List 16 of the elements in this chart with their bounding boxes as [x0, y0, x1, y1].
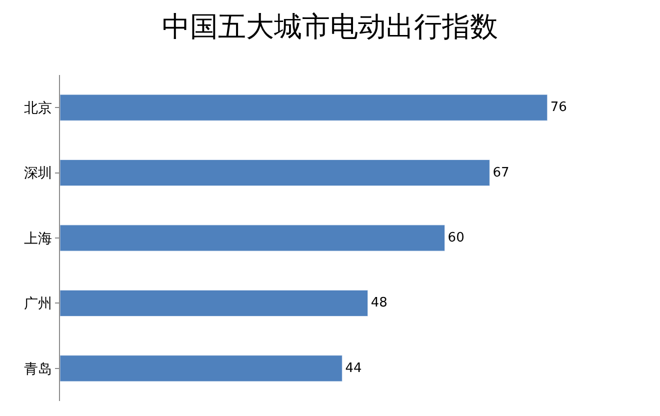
- chart-title: 中国五大城市电动出行指数: [162, 10, 498, 44]
- bar: [60, 160, 490, 186]
- bar: [60, 290, 368, 316]
- data-label: 76: [550, 100, 567, 116]
- data-label: 44: [345, 360, 362, 376]
- y-tick-label: 北京: [24, 100, 52, 116]
- data-label: 67: [492, 165, 510, 180]
- y-tick-label: 上海: [24, 230, 52, 247]
- y-tick-label: 青岛: [24, 361, 52, 378]
- y-tick-label: 广州: [24, 296, 52, 312]
- bar: [60, 94, 548, 121]
- bar: [60, 224, 446, 252]
- bar: [60, 355, 342, 382]
- y-tick-label: 深圳: [24, 166, 52, 182]
- data-label: 60: [448, 230, 464, 246]
- data-label: 48: [370, 296, 388, 311]
